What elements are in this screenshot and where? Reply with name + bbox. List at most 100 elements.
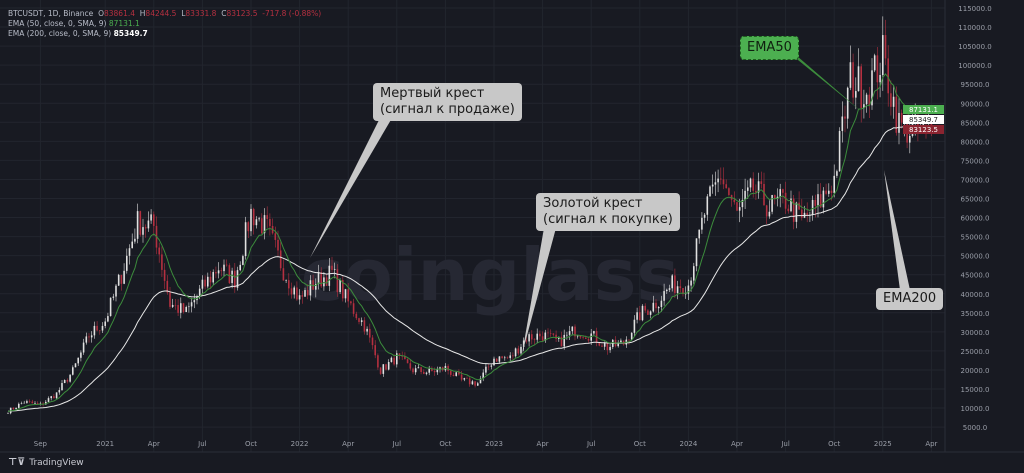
- candle-body: [379, 367, 382, 374]
- candle-body: [225, 264, 228, 266]
- candle-body: [344, 289, 347, 299]
- candle-body: [390, 357, 393, 362]
- candle-body: [747, 187, 749, 191]
- candle-body: [477, 383, 479, 386]
- candle-body: [560, 336, 563, 347]
- price-tick-label: 25000.0: [961, 348, 990, 356]
- candle-body: [628, 339, 630, 341]
- candle-body: [414, 368, 417, 373]
- death-cross-callout: Мертвый крест (сигнал к продаже): [373, 83, 522, 121]
- candle-body: [811, 199, 814, 215]
- candle-body: [263, 215, 266, 234]
- candle-body: [587, 338, 590, 341]
- candle-body: [458, 372, 460, 375]
- candle-body: [255, 219, 258, 226]
- close-value: 83123.5: [226, 9, 258, 18]
- price-tick-label: 65000.0: [961, 196, 990, 204]
- chart-legend: BTCUSDT, 1D, Binance O83861.4 H84244.5 L…: [8, 9, 321, 39]
- candle-body: [582, 337, 584, 338]
- candle-body: [431, 368, 433, 372]
- candle-body: [282, 268, 285, 281]
- candle-body: [18, 403, 20, 408]
- symbol-label[interactable]: BTCUSDT, 1D, Binance: [8, 9, 94, 18]
- candle-body: [817, 194, 819, 206]
- candle-body: [161, 254, 163, 270]
- candle-body: [547, 332, 549, 334]
- candle-body: [660, 300, 663, 308]
- candle-body: [93, 325, 96, 336]
- time-tick-label: Oct: [439, 440, 451, 448]
- price-tick-label: 95000.0: [961, 81, 990, 89]
- candle-body: [552, 333, 555, 335]
- candle-body: [153, 214, 155, 226]
- candle-body: [301, 295, 304, 297]
- candle-body: [171, 304, 174, 307]
- candle-body: [231, 270, 233, 284]
- candle-body: [177, 305, 179, 313]
- candle-body: [668, 288, 671, 290]
- candle-body: [463, 378, 466, 380]
- time-tick-label: Jul: [197, 440, 207, 448]
- grid: [0, 0, 945, 452]
- tradingview-logo[interactable]: ⊤⊽ TradingView: [8, 457, 84, 468]
- candle-body: [126, 255, 128, 271]
- candle-body: [884, 35, 887, 59]
- candle-body: [749, 178, 752, 188]
- candle-body: [36, 403, 39, 404]
- candle-body: [433, 371, 436, 373]
- candle-body: [833, 175, 835, 193]
- candle-body: [107, 316, 109, 322]
- candles: [7, 16, 933, 415]
- candle-body: [844, 116, 846, 119]
- candle-body: [841, 116, 844, 132]
- candle-body: [144, 227, 147, 229]
- candle-body: [495, 358, 498, 362]
- candle-body: [242, 256, 244, 265]
- candle-body: [779, 189, 781, 197]
- candle-body: [174, 304, 177, 306]
- time-tick-label: Jul: [780, 440, 790, 448]
- candle-body: [763, 183, 765, 206]
- candle-body: [792, 198, 795, 222]
- time-tick-label: 2025: [874, 440, 892, 448]
- candle-body: [736, 202, 738, 211]
- candle-body: [482, 372, 484, 379]
- time-tick-label: 2022: [291, 440, 309, 448]
- svg-text:85349.7: 85349.7: [909, 116, 938, 124]
- candle-body: [45, 401, 47, 405]
- ema200-value: 85349.7: [113, 29, 148, 38]
- candle-body: [609, 346, 611, 351]
- candle-body: [428, 368, 430, 373]
- candle-body: [711, 184, 714, 187]
- candle-body: [352, 303, 355, 314]
- candle-body: [63, 379, 66, 384]
- candle-body: [676, 286, 679, 294]
- ema50-label[interactable]: EMA (50, close, 0, SMA, 9): [8, 19, 107, 28]
- candle-body: [671, 275, 673, 289]
- candle-body: [339, 280, 341, 293]
- candle-body: [771, 195, 773, 212]
- candle-body: [698, 229, 700, 239]
- candle-body: [250, 208, 252, 232]
- ema200-label[interactable]: EMA (200, close, 0, SMA, 9): [8, 29, 112, 38]
- candle-body: [85, 336, 88, 343]
- candle-body: [782, 189, 784, 193]
- candle-body: [493, 358, 495, 366]
- golden-cross-callout: Золотой крест (сигнал к покупке): [536, 193, 680, 231]
- price-tick-label: 70000.0: [961, 176, 990, 184]
- candle-body: [504, 357, 506, 359]
- candle-body: [274, 233, 277, 240]
- candle-body: [420, 367, 422, 373]
- candle-body: [374, 345, 376, 356]
- high-value: 84244.5: [145, 9, 177, 18]
- candle-body: [525, 340, 528, 342]
- candle-body: [460, 374, 463, 380]
- candle-body: [385, 364, 387, 370]
- candle-body: [585, 337, 587, 339]
- candle-body: [690, 280, 692, 286]
- price-tick-label: 105000.0: [958, 43, 991, 51]
- candle-body: [239, 264, 241, 271]
- candle-body: [212, 272, 214, 283]
- ema200-pointer: [884, 170, 910, 290]
